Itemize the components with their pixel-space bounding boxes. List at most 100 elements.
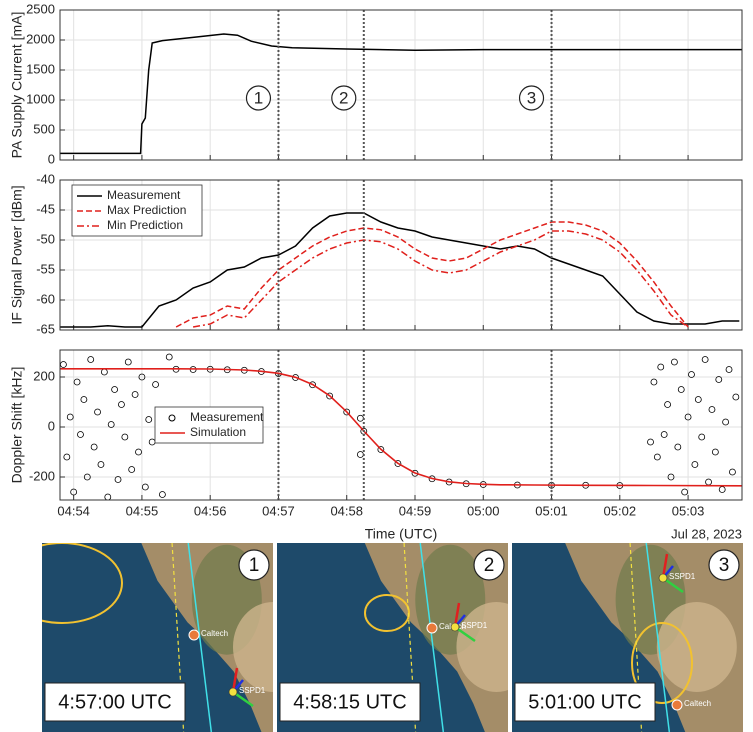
plot-content: [60, 212, 740, 328]
data-point: [87, 356, 95, 363]
data-point: [711, 448, 719, 456]
data-point: [653, 453, 661, 461]
data-point: [715, 376, 723, 383]
data-point: [70, 488, 78, 496]
map-badge: [473, 549, 505, 581]
data-point: [660, 431, 668, 438]
satellite-label: SSPD1: [239, 686, 266, 695]
satellite-label: SSPD1: [669, 572, 696, 581]
y-tick-label: 2500: [26, 1, 55, 16]
y-tick-label: -50: [36, 231, 55, 246]
x-tick-label: 04:57: [262, 503, 295, 518]
plot-content: [60, 353, 742, 500]
data-point: [145, 416, 153, 423]
y-axis-label: Doppler Shift [kHz]: [9, 367, 25, 484]
data-line: [60, 368, 742, 487]
data-point: [66, 413, 74, 421]
satellite-dot: [228, 687, 238, 697]
x-tick-label: 05:00: [467, 503, 500, 518]
data-point: [664, 401, 671, 408]
y-tick-label: 0: [48, 151, 55, 166]
legend-box: [154, 406, 264, 444]
data-point: [394, 460, 402, 467]
x-tick-label: 04:54: [57, 503, 90, 518]
plot-content: [60, 33, 742, 155]
marker-badge: [518, 85, 545, 111]
time-box: [279, 682, 421, 722]
site-dot: [188, 629, 200, 641]
data-point: [131, 391, 139, 398]
data-point: [725, 366, 733, 373]
legend-label: Simulation: [190, 425, 246, 439]
x-tick-label: 04:59: [399, 503, 432, 518]
data-point: [152, 381, 159, 388]
data-point: [121, 433, 129, 441]
axes-frame: [59, 9, 743, 161]
data-point: [674, 443, 682, 451]
satellite-dot: [658, 573, 668, 583]
data-point: [90, 443, 98, 451]
data-point: [732, 393, 740, 401]
data-point: [97, 461, 105, 468]
data-point: [701, 356, 709, 363]
data-point: [83, 473, 91, 481]
ground-track: [419, 543, 445, 732]
date-label: Jul 28, 2023: [671, 526, 742, 541]
axes: -65 -60 -55 -50 -45 -40 IF Signal Power [dBm] M…: [9, 171, 743, 336]
data-point: [135, 448, 142, 456]
map-time: 4:58:15 UTC: [293, 691, 406, 713]
y-tick-label: -65: [36, 321, 55, 336]
data-point: [114, 476, 122, 483]
desert: [656, 601, 737, 692]
data-point: [124, 358, 132, 366]
data-point: [694, 396, 702, 403]
plot-area: [60, 10, 742, 160]
y-tick-label: 0: [48, 418, 55, 433]
data-point: [681, 488, 689, 496]
data-point: [671, 358, 678, 366]
time-box: [514, 682, 656, 722]
data-point: [688, 371, 695, 378]
y-tick-label: 500: [33, 121, 55, 136]
satellite-label: SSPD1: [461, 621, 488, 630]
y-tick-label: 1500: [26, 61, 55, 76]
y-tick-label: -60: [36, 291, 55, 306]
legend-label: Max Prediction: [107, 203, 186, 217]
data-point: [138, 373, 146, 381]
data-line: [60, 212, 740, 328]
marker-badge: [331, 85, 357, 111]
data-point: [691, 461, 699, 468]
y-axis-label: IF Signal Power [dBm]: [9, 185, 25, 324]
data-point: [107, 421, 115, 428]
map-time: 4:57:00 UTC: [58, 691, 171, 713]
data-point: [77, 431, 84, 438]
legend-swatch: [168, 414, 176, 422]
site-dot: [426, 622, 438, 634]
marker-label: 2: [339, 88, 348, 107]
data-point: [309, 381, 316, 389]
satellite-dot: [450, 622, 460, 632]
x-axis-label: Time (UTC): [365, 526, 438, 542]
data-point: [141, 483, 149, 491]
data-point: [377, 446, 385, 453]
y-tick-label: -55: [36, 261, 55, 276]
data-point: [73, 378, 81, 386]
data-point: [63, 453, 71, 461]
data-point: [165, 353, 173, 361]
coverage-ellipse: [364, 594, 410, 632]
ground-track: [645, 543, 671, 732]
coverage-ellipse: [631, 622, 693, 704]
map-badge: [708, 549, 740, 581]
data-point: [292, 374, 299, 381]
site-label: Caltech: [201, 629, 228, 638]
x-tick-label: 04:58: [330, 503, 363, 518]
x-tick-label: 04:55: [126, 503, 159, 518]
x-tick-label: 04:56: [194, 503, 227, 518]
data-point: [667, 473, 675, 481]
marker-label: 1: [254, 88, 263, 107]
marker-label: 3: [527, 88, 536, 107]
time-box: [44, 682, 186, 722]
y-tick-label: 2000: [26, 31, 55, 46]
